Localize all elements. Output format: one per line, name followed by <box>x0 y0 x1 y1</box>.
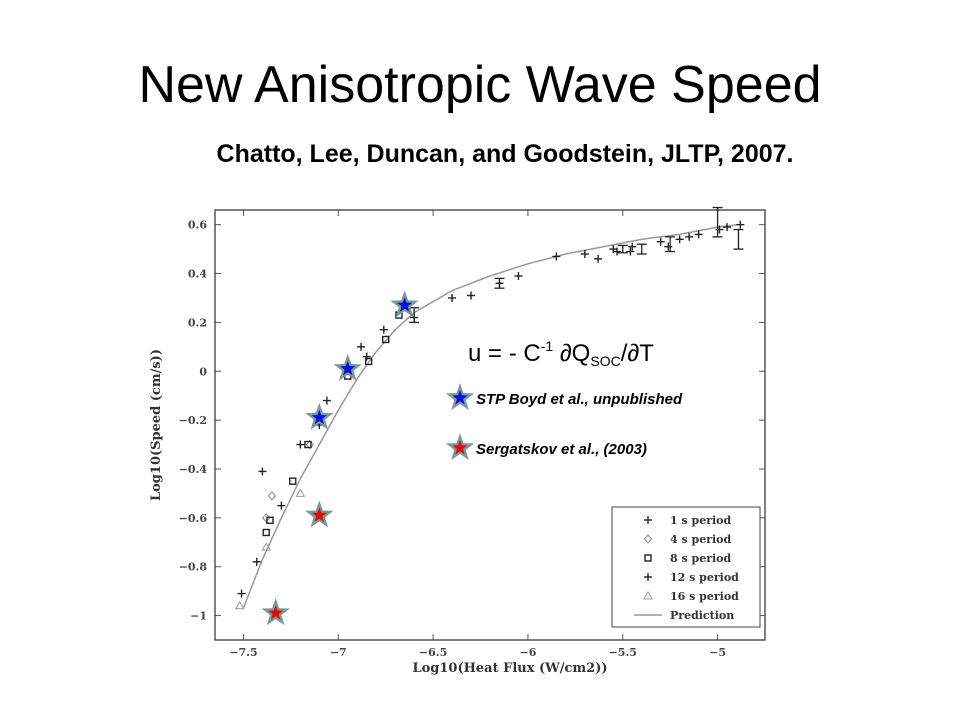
star-marker <box>333 353 362 381</box>
star-marker <box>305 500 334 528</box>
data-point <box>296 440 305 449</box>
star-legend-icon <box>445 383 475 411</box>
y-tick-label: 0.6 <box>188 219 207 232</box>
data-point <box>656 237 665 246</box>
data-point <box>448 293 457 302</box>
y-tick-label: −0.8 <box>179 561 208 574</box>
data-point <box>685 232 694 241</box>
data-point <box>295 488 306 497</box>
data-point <box>252 557 261 566</box>
data-point <box>267 491 277 501</box>
legend-entry: 12 s period <box>670 571 739 584</box>
legend: 1 s period 4 s period 8 s period 12 s perio… <box>611 506 761 628</box>
data-point <box>234 600 245 610</box>
legend-marker <box>643 534 653 544</box>
data-point <box>514 271 523 280</box>
x-tick-label: −6 <box>519 646 536 659</box>
data-point <box>379 325 388 334</box>
error-bar <box>712 206 723 238</box>
data-point <box>613 247 622 256</box>
data-point <box>357 342 366 351</box>
y-tick-label: −0.4 <box>179 463 208 476</box>
data-point <box>715 225 724 234</box>
data-point <box>580 249 589 258</box>
star-marker <box>261 598 290 626</box>
y-tick-label: −1 <box>190 610 207 623</box>
data-point <box>261 542 272 551</box>
slide-subtitle: Chatto, Lee, Duncan, and Goodstein, JLTP… <box>216 140 794 168</box>
data-point <box>626 247 635 256</box>
y-axis-label: Log10(Speed (cm/s)) <box>149 349 164 501</box>
star-marker <box>390 290 419 318</box>
y-tick-label: −0.2 <box>179 414 207 427</box>
legend-marker <box>644 516 652 524</box>
data-point <box>305 439 314 450</box>
x-tick-label: −7 <box>330 646 347 659</box>
data-point <box>552 252 561 261</box>
legend-entry: 4 s period <box>670 533 732 546</box>
slide-title: New Anisotropic Wave Speed <box>138 56 822 114</box>
legend-marker <box>644 573 652 581</box>
legend-entry: 16 s period <box>670 590 739 603</box>
data-point <box>266 516 274 524</box>
data-point <box>675 235 684 244</box>
data-point <box>262 513 271 523</box>
data-point <box>322 396 331 405</box>
legend-marker <box>644 554 652 562</box>
data-point <box>362 352 371 361</box>
x-tick-label: −5.5 <box>609 646 637 659</box>
data-point <box>410 313 419 322</box>
star-legend-label: STP Boyd et al., unpublished <box>476 391 683 408</box>
data-point <box>495 279 504 288</box>
error-bar <box>636 243 647 255</box>
error-bar <box>665 236 676 253</box>
data-point <box>258 467 267 476</box>
legend-entry: 1 s period <box>670 514 732 527</box>
data-point <box>467 291 476 300</box>
data-point <box>237 589 246 598</box>
legend-marker <box>643 590 653 600</box>
x-tick-label: −7.5 <box>229 646 257 659</box>
y-tick-label: −0.6 <box>179 512 208 525</box>
y-tick-label: 0.2 <box>188 316 207 329</box>
data-point <box>364 357 373 366</box>
data-point <box>289 477 297 485</box>
x-tick-label: −6.5 <box>419 646 447 659</box>
legend-entry: Prediction <box>670 609 734 622</box>
legend-box <box>611 506 761 628</box>
star-legend-icon <box>445 433 475 461</box>
y-tick-label: 0.4 <box>188 268 207 281</box>
star-legend-label: Sergatskov et al., (2003) <box>476 441 647 458</box>
data-point <box>723 223 732 232</box>
data-point <box>736 220 745 229</box>
data-point <box>262 528 270 537</box>
data-point <box>277 501 286 510</box>
data-point <box>694 230 703 239</box>
data-point <box>304 440 312 449</box>
data-point <box>381 335 390 344</box>
x-tick-label: −5 <box>709 646 726 659</box>
data-point <box>628 242 637 251</box>
data-point <box>594 254 603 263</box>
error-bar <box>617 244 628 254</box>
error-bar <box>733 228 744 250</box>
star-marker <box>305 402 334 430</box>
y-tick-label: 0 <box>199 365 207 378</box>
equation-annotation: u = - C-1 ∂QSOC/∂T <box>468 338 654 369</box>
data-point <box>664 242 673 251</box>
x-axis-label: Log10(Heat Flux (W/cm2)) <box>412 661 607 676</box>
legend-entry: 8 s period <box>670 552 732 565</box>
